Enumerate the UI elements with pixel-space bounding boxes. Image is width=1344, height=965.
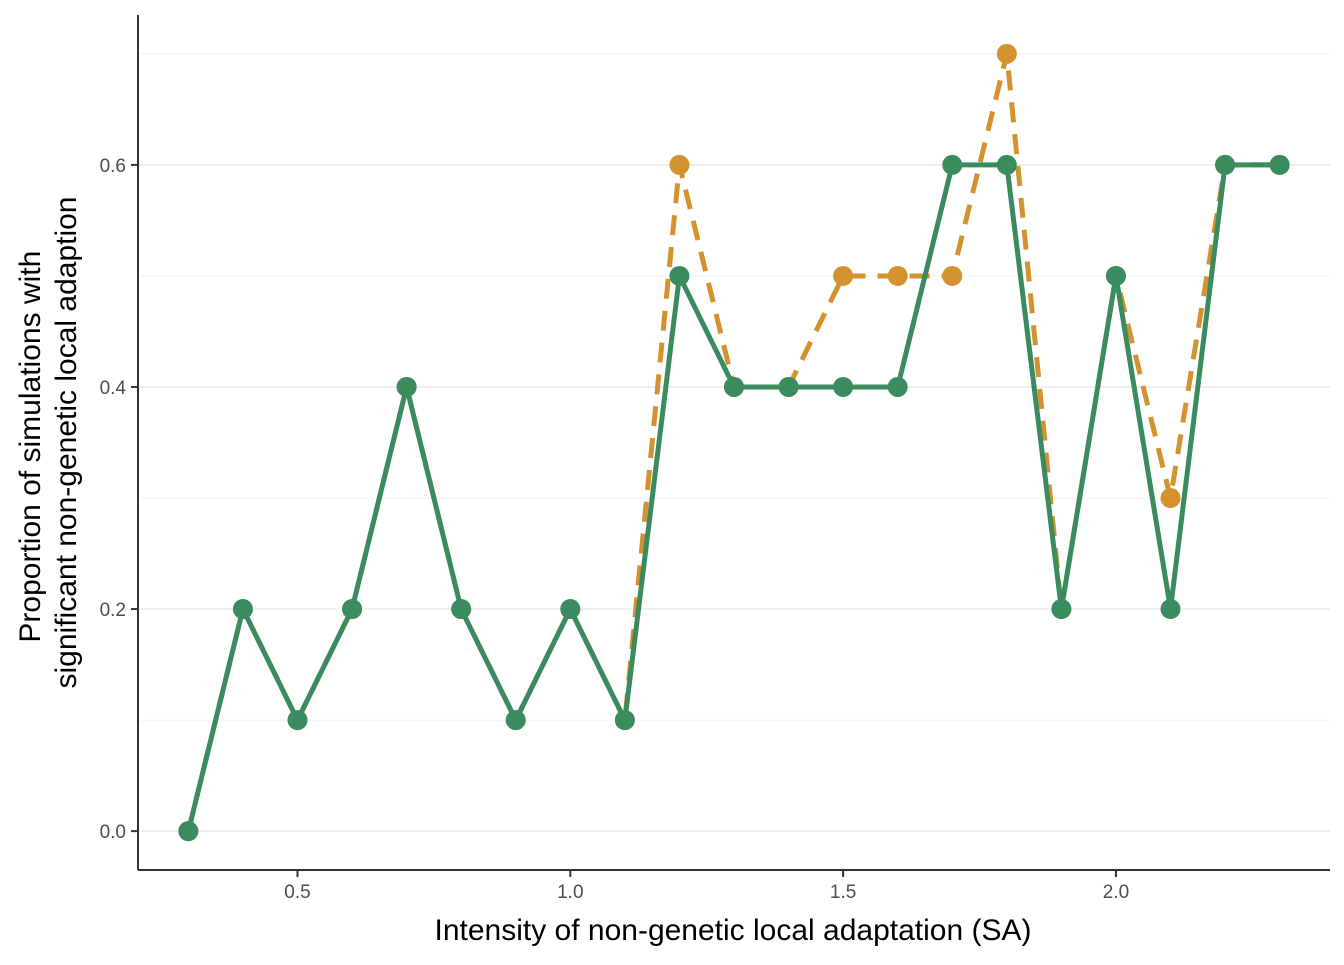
- data-point: [1269, 154, 1290, 175]
- data-point: [560, 599, 581, 620]
- y-tick-label: 0.0: [100, 822, 126, 843]
- data-point: [451, 599, 472, 620]
- data-point: [996, 43, 1017, 64]
- series: [178, 43, 1290, 842]
- x-tick-label: 1.0: [557, 882, 583, 903]
- data-point: [1160, 488, 1181, 509]
- axes: [131, 15, 1330, 877]
- data-point: [887, 376, 908, 397]
- series-1: [178, 43, 1290, 842]
- y-axis-title-line-2: significant non-genetic local adaption: [50, 197, 83, 689]
- data-point: [178, 821, 199, 842]
- data-point: [942, 154, 963, 175]
- data-point: [396, 376, 417, 397]
- data-point: [1215, 154, 1236, 175]
- data-point: [1105, 265, 1126, 286]
- data-point: [1051, 599, 1072, 620]
- data-point: [287, 710, 308, 731]
- y-axis-title: Proportion of simulations with significa…: [14, 197, 83, 689]
- tick-labels: 0.0 0.2 0.4 0.6 0.5 1.0 1.5 2.0: [100, 156, 1130, 903]
- data-point: [669, 265, 690, 286]
- data-point: [887, 265, 908, 286]
- data-point: [942, 265, 963, 286]
- gridlines: [138, 53, 1330, 832]
- data-point: [778, 376, 799, 397]
- data-point: [833, 265, 854, 286]
- data-point: [833, 376, 854, 397]
- data-point: [996, 154, 1017, 175]
- data-point: [669, 154, 690, 175]
- data-point: [724, 376, 744, 397]
- data-point: [342, 599, 363, 620]
- y-tick-label: 0.2: [100, 600, 126, 621]
- y-tick-label: 0.6: [100, 156, 126, 177]
- x-tick-label: 1.5: [830, 882, 856, 903]
- data-point: [505, 710, 526, 731]
- data-point: [1160, 599, 1181, 620]
- x-axis-title: Intensity of non-genetic local adaptatio…: [434, 914, 1031, 947]
- y-axis-title-line-1: Proportion of simulations with: [14, 251, 47, 643]
- data-point: [232, 599, 253, 620]
- series-line: [185, 51, 1280, 832]
- x-tick-label: 2.0: [1103, 882, 1129, 903]
- series-2: [178, 154, 1290, 842]
- x-tick-label: 0.5: [284, 882, 310, 903]
- data-point: [614, 710, 635, 731]
- y-tick-label: 0.4: [100, 378, 127, 399]
